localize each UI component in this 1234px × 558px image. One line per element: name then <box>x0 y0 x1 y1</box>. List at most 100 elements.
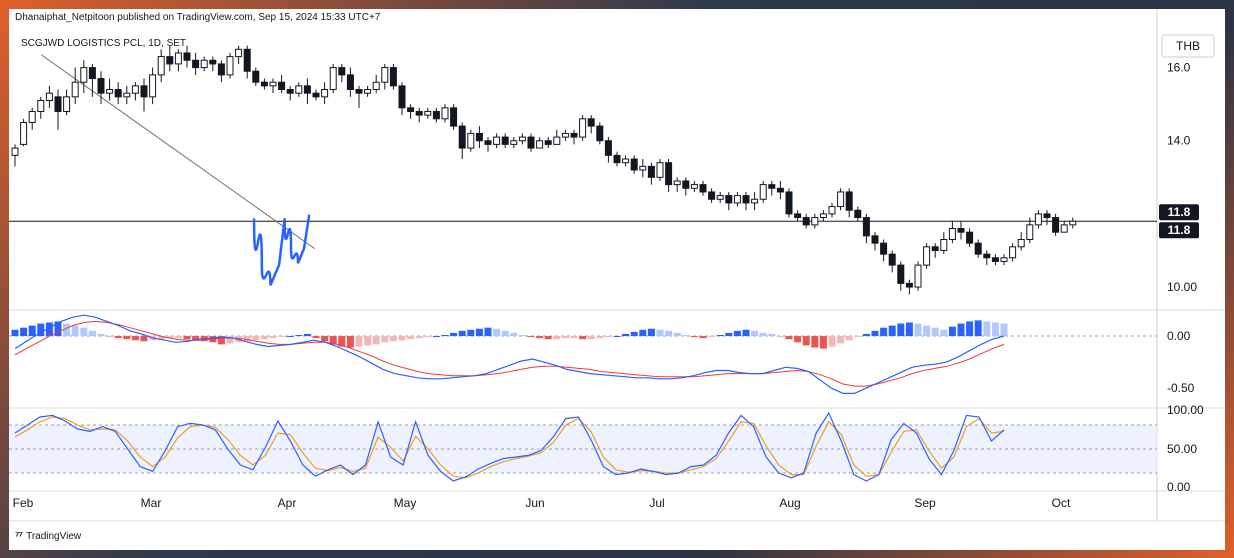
candle-down <box>699 184 707 193</box>
candle-down <box>845 191 853 211</box>
candle-down <box>475 132 483 142</box>
time-axis-label: Apr <box>278 496 297 510</box>
macd-histogram-bar <box>510 332 518 337</box>
candle-down <box>501 136 509 145</box>
candle-down <box>966 231 974 244</box>
candle-up <box>940 239 948 251</box>
candle-down <box>785 191 793 215</box>
brand-name: TradingView <box>26 530 82 542</box>
macd-histogram-bar <box>974 320 982 337</box>
candle-down <box>862 217 870 237</box>
candle-up <box>639 165 647 171</box>
macd-histogram-bar <box>217 336 225 345</box>
macd-histogram-bar <box>587 336 595 340</box>
candle-up <box>106 89 114 94</box>
macd-histogram-bar <box>303 333 311 337</box>
candle-down <box>217 63 225 76</box>
macd-histogram-bar <box>269 336 277 339</box>
publisher-line: Dhanaiphat_Netpitoon published on Tradin… <box>15 12 381 23</box>
candle-down <box>776 187 784 193</box>
candle-down <box>484 140 492 145</box>
candle-up <box>295 85 303 94</box>
currency-box <box>1161 34 1215 58</box>
macd-histogram-bar <box>682 335 690 337</box>
macd-histogram-bar <box>811 336 819 348</box>
macd-histogram-bar <box>338 336 346 347</box>
macd-histogram-bar <box>957 323 965 337</box>
tradingview-logo[interactable]: ⁷⁷ TradingView <box>15 530 81 542</box>
chart-canvas[interactable]: THB 16.0 14.0 10.00 11.8 11.8 0.00 -0.50 100.00 5… <box>9 9 1225 550</box>
candle-up <box>174 52 182 65</box>
macd-histogram-bar <box>923 325 931 337</box>
macd-histogram-bar <box>11 329 19 337</box>
candle-down <box>278 81 286 91</box>
currency-label: THB <box>1176 39 1200 53</box>
candle-up <box>656 162 664 178</box>
macd-histogram-bar <box>570 336 578 339</box>
candle-down <box>407 107 415 112</box>
price-tick-label: 14.0 <box>1167 134 1191 148</box>
macd-histogram-bar <box>536 336 544 339</box>
candle-down <box>243 48 251 72</box>
macd-histogram-bar <box>725 332 733 337</box>
time-axis-label: Sep <box>914 496 936 510</box>
macd-histogram-bar <box>63 323 71 337</box>
last-price-label: 11.8 <box>1168 205 1191 219</box>
candle-down <box>389 67 397 87</box>
candle-down <box>88 67 96 80</box>
macd-histogram-bar <box>381 336 389 343</box>
macd-histogram-bar <box>613 336 621 338</box>
candle-up <box>561 132 569 138</box>
time-axis-label: May <box>394 496 417 510</box>
macd-histogram-bar <box>398 336 406 341</box>
macd-histogram-bar <box>751 330 759 337</box>
macd-histogram-bar <box>991 322 999 337</box>
candle-up <box>269 81 277 87</box>
candle-up <box>673 180 681 186</box>
macd-histogram-bar <box>106 336 114 338</box>
candle-up <box>321 89 329 98</box>
candle-up <box>424 110 432 116</box>
candle-up <box>20 121 28 145</box>
candle-down <box>183 52 191 61</box>
macd-histogram-bar <box>604 336 612 338</box>
candle-up <box>381 67 389 83</box>
trendline <box>40 54 315 250</box>
candle-up <box>751 198 759 204</box>
macd-histogram-bar <box>312 336 320 339</box>
candle-up <box>733 195 741 204</box>
macd-histogram-bar <box>260 336 268 340</box>
macd-histogram-bar <box>871 330 879 337</box>
macd-histogram-bar <box>845 336 853 341</box>
candle-up <box>329 67 337 91</box>
candle-down <box>957 228 965 233</box>
macd-histogram-bar <box>295 335 303 337</box>
macd-histogram-bar <box>20 327 28 337</box>
candle-down <box>355 89 363 94</box>
macd-tick-label: 0.00 <box>1167 329 1191 343</box>
macd-histogram-bar <box>131 336 139 341</box>
candle-up <box>441 107 449 120</box>
macd-histogram-bar <box>71 325 79 337</box>
macd-histogram-bar <box>794 336 802 343</box>
candle-up <box>948 228 956 241</box>
macd-histogram-bar <box>37 323 45 337</box>
macd-histogram-bar <box>708 336 716 338</box>
macd-histogram-bar <box>699 336 707 339</box>
macd-histogram-bar <box>123 336 131 340</box>
cup-pattern <box>283 214 311 264</box>
macd-histogram-bar <box>321 336 329 342</box>
candle-down <box>415 110 423 116</box>
macd-histogram-bar <box>914 323 922 337</box>
macd-histogram-bar <box>837 336 845 344</box>
candle-up <box>923 246 931 266</box>
macd-histogram-bar <box>183 336 191 340</box>
candle-up <box>372 81 380 91</box>
macd-histogram-bar <box>983 321 991 337</box>
candle-down <box>905 282 913 288</box>
candle-down <box>974 242 982 255</box>
symbol-line[interactable]: SCGJWD LOGISTICS PCL, 1D, SET <box>21 38 187 49</box>
macd-histogram-bar <box>97 333 105 337</box>
macd-histogram-bar <box>880 327 888 337</box>
candle-up <box>536 140 544 149</box>
